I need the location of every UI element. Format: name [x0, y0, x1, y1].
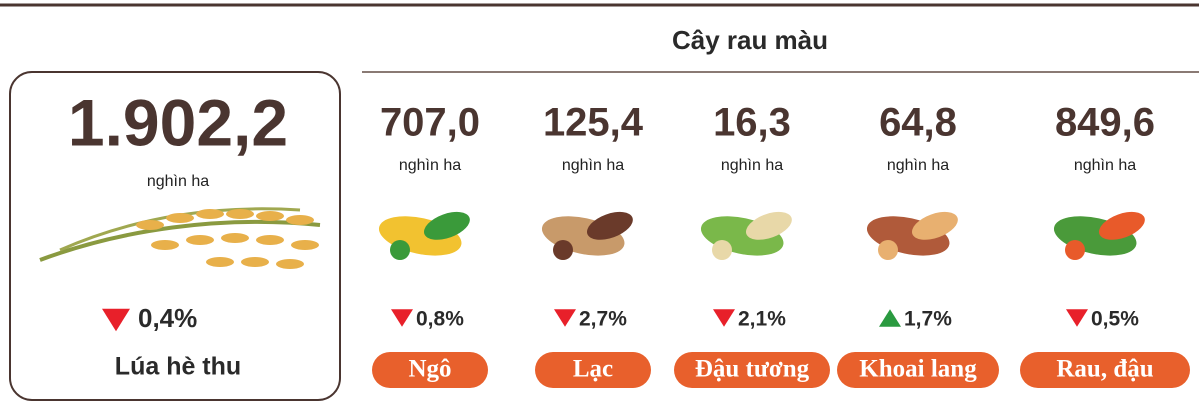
crop-icon	[375, 206, 473, 262]
crop-change: 0,8%	[416, 308, 464, 331]
crop-icon	[697, 206, 795, 262]
down-arrow	[713, 309, 735, 327]
crop-label: Lạc	[573, 356, 613, 383]
crop-label: Đậu tương	[695, 356, 810, 383]
crop-unit: nghìn ha	[721, 157, 783, 174]
icon-shape	[390, 240, 410, 260]
icon-shape	[712, 240, 732, 260]
down-arrow	[391, 309, 413, 327]
crop-unit: nghìn ha	[562, 157, 624, 174]
crop-list: 707,0 nghìn ha 0,8% Ngô 125,4 nghìn ha 2,7% Lạc…	[372, 101, 1190, 388]
icon-shape	[553, 240, 573, 260]
crop-unit: nghìn ha	[399, 157, 461, 174]
icon-shape	[878, 240, 898, 260]
rice-icon	[40, 209, 320, 269]
crop-unit: nghìn ha	[1074, 157, 1136, 174]
crop-icon	[538, 206, 636, 262]
crop-value: 16,3	[713, 101, 791, 145]
crop-change: 1,7%	[904, 308, 952, 331]
crop-label: Khoai lang	[859, 356, 977, 383]
crop-icon	[863, 206, 961, 262]
crop-value: 707,0	[380, 101, 480, 145]
main-trend	[102, 309, 130, 331]
down-arrow	[554, 309, 576, 327]
down-arrow	[1066, 309, 1088, 327]
section-title: Cây rau màu	[672, 25, 828, 55]
main-value: 1.902,2	[68, 85, 288, 159]
crop-value: 125,4	[543, 101, 644, 145]
crop-change: 2,7%	[579, 308, 627, 331]
main-label: Lúa hè thu	[115, 353, 241, 381]
crop-change: 2,1%	[738, 308, 786, 331]
up-arrow	[879, 309, 901, 327]
crop-label: Rau, đậu	[1056, 356, 1153, 383]
crop-change: 0,5%	[1091, 308, 1139, 331]
down-arrow	[102, 309, 130, 331]
main-unit: nghìn ha	[147, 173, 209, 190]
icon-shape	[1065, 240, 1085, 260]
crop-label: Ngô	[408, 356, 451, 383]
crop-icon	[1050, 206, 1148, 262]
crop-value: 849,6	[1055, 101, 1155, 145]
main-change: 0,4%	[138, 303, 197, 333]
infographic: Cây rau màu 1.902,2 nghìn ha 0,4% Lúa hè…	[0, 0, 1199, 417]
crop-unit: nghìn ha	[887, 157, 949, 174]
crop-value: 64,8	[879, 101, 957, 145]
